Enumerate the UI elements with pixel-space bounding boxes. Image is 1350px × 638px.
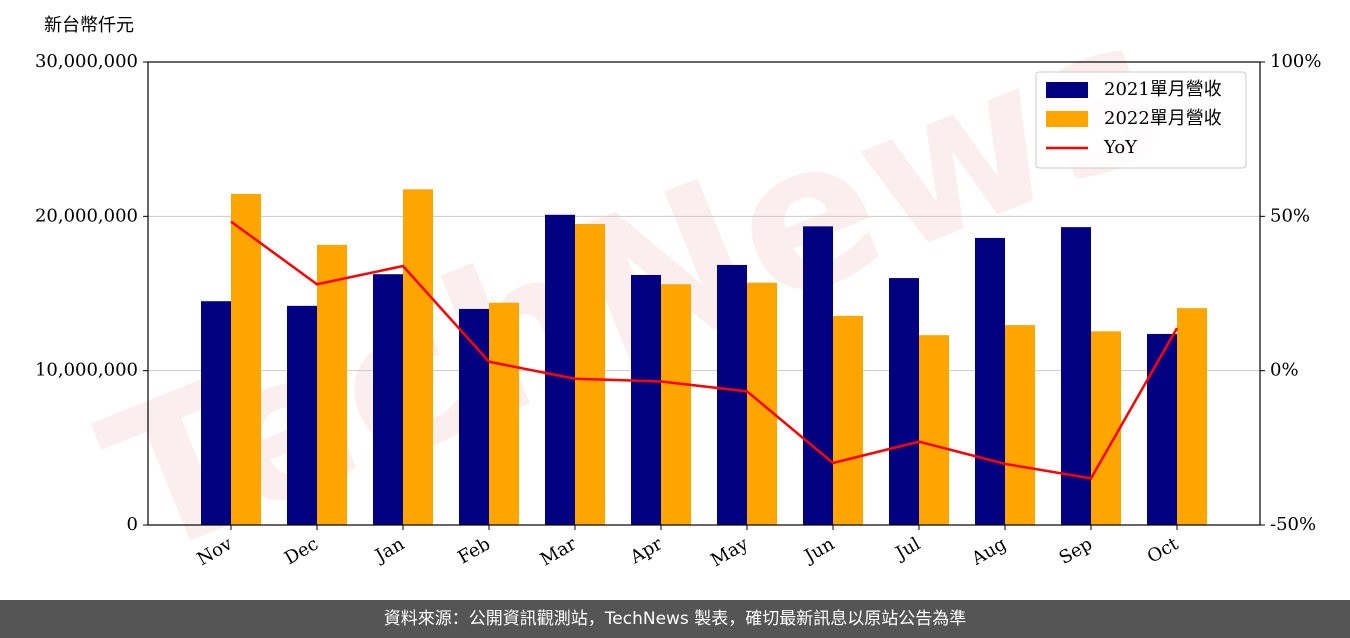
x-tick-label: Sep — [1056, 533, 1096, 568]
bar — [545, 214, 575, 526]
x-tick-label: May — [707, 533, 752, 571]
bar — [489, 302, 519, 525]
bar — [803, 226, 833, 526]
x-tick-label: Oct — [1144, 533, 1183, 568]
bar — [403, 189, 433, 525]
y2-tick-label: 50% — [1270, 205, 1310, 226]
x-tick-label: Jun — [799, 533, 838, 568]
bar — [833, 315, 863, 525]
bar — [631, 274, 661, 525]
y2-tick-label: 0% — [1270, 360, 1299, 381]
legend-swatch — [1046, 82, 1088, 98]
plot-frame — [147, 61, 1261, 526]
bar — [287, 305, 317, 525]
x-tick-label: Feb — [454, 533, 494, 568]
legend-label: 2022單月營收 — [1104, 108, 1222, 129]
x-tick-label: Mar — [537, 533, 581, 570]
bar — [459, 308, 489, 525]
bar — [575, 224, 605, 526]
x-tick-label: Jul — [890, 533, 924, 565]
bar — [1091, 331, 1121, 525]
chart: 新台幣仟元 TechNews010,000,00020,000,00030,00… — [35, 0, 1322, 604]
bar — [975, 237, 1005, 525]
y-tick-label: 10,000,000 — [35, 360, 138, 381]
footer: 資料來源：公開資訊觀測站，TechNews 製表，確切最新訊息以原站公告為準 — [0, 600, 1350, 638]
bar — [1005, 325, 1035, 525]
y-axis-label: 新台幣仟元 — [44, 15, 134, 36]
legend-box — [1035, 71, 1247, 169]
legend-label: 2021單月營收 — [1104, 79, 1222, 100]
bar — [889, 278, 919, 525]
x-tick-label: Jan — [370, 533, 408, 567]
legend-swatch — [1046, 111, 1088, 127]
bar — [1147, 333, 1177, 525]
bar — [661, 284, 691, 525]
bar — [231, 193, 261, 525]
y-tick-label: 0 — [127, 514, 138, 535]
bar — [201, 301, 231, 525]
y2-tick-label: 100% — [1270, 51, 1321, 72]
x-tick-label: Apr — [626, 533, 666, 568]
bar — [1061, 227, 1091, 526]
bar — [373, 274, 403, 525]
x-tick-label: Aug — [967, 533, 1010, 570]
legend-label: YoY — [1103, 137, 1138, 158]
y-tick-label: 20,000,000 — [35, 205, 138, 226]
bar — [717, 264, 747, 525]
y-tick-label: 30,000,000 — [35, 51, 138, 72]
bar — [919, 335, 949, 525]
bar — [317, 244, 347, 525]
y2-tick-label: -50% — [1270, 514, 1316, 535]
bar — [1177, 308, 1207, 525]
line — [230, 220, 1179, 480]
